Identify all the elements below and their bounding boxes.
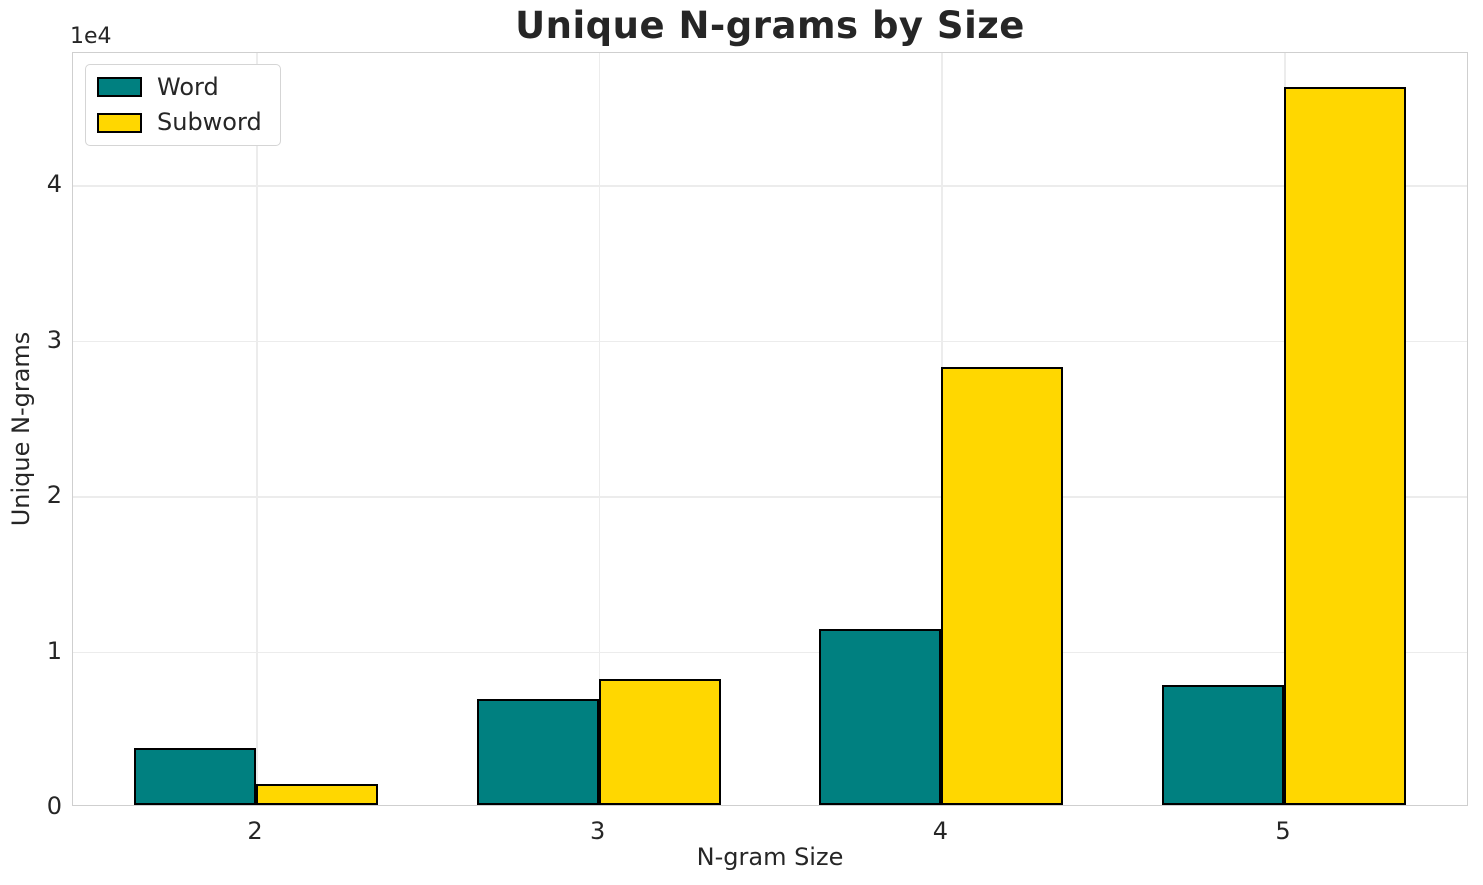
word-legend-swatch xyxy=(97,77,142,98)
h-gridline xyxy=(73,496,1467,498)
subword-legend-swatch xyxy=(97,112,142,133)
x-tick-label: 4 xyxy=(932,817,948,845)
h-gridline xyxy=(73,651,1467,654)
h-gridline xyxy=(73,340,1467,343)
bar-word-n2 xyxy=(134,747,256,805)
x-tick-label: 3 xyxy=(590,817,606,845)
v-gridline xyxy=(598,53,601,805)
y-axis-offset-text: 1e4 xyxy=(70,24,112,49)
word-legend-label: Word xyxy=(157,73,219,101)
chart-title: Unique N-grams by Size xyxy=(515,4,1025,47)
bar-word-n4 xyxy=(819,629,942,805)
legend-item-word: Word xyxy=(97,74,262,100)
bar-word-n3 xyxy=(476,699,599,805)
y-tick-label: 0 xyxy=(46,792,62,820)
bar-word-n5 xyxy=(1162,685,1284,805)
subword-legend-label: Subword xyxy=(157,108,262,137)
bar-subword-n3 xyxy=(598,679,721,805)
bar-subword-n2 xyxy=(256,784,378,805)
x-tick-label: 5 xyxy=(1275,817,1291,845)
legend: Word Subword xyxy=(85,64,281,146)
bar-subword-n4 xyxy=(941,366,1064,805)
h-gridline xyxy=(73,185,1467,187)
y-tick-label: 4 xyxy=(46,170,62,199)
y-tick-label: 1 xyxy=(46,636,62,665)
x-axis-label: N-gram Size xyxy=(696,843,844,871)
y-tick-label: 2 xyxy=(46,481,62,510)
plot-area: Word Subword xyxy=(72,52,1468,806)
bar-subword-n5 xyxy=(1284,86,1406,805)
x-tick-label: 2 xyxy=(247,817,263,845)
y-tick-label: 3 xyxy=(46,325,62,354)
v-gridline xyxy=(256,53,258,805)
legend-item-subword: Subword xyxy=(97,108,262,137)
